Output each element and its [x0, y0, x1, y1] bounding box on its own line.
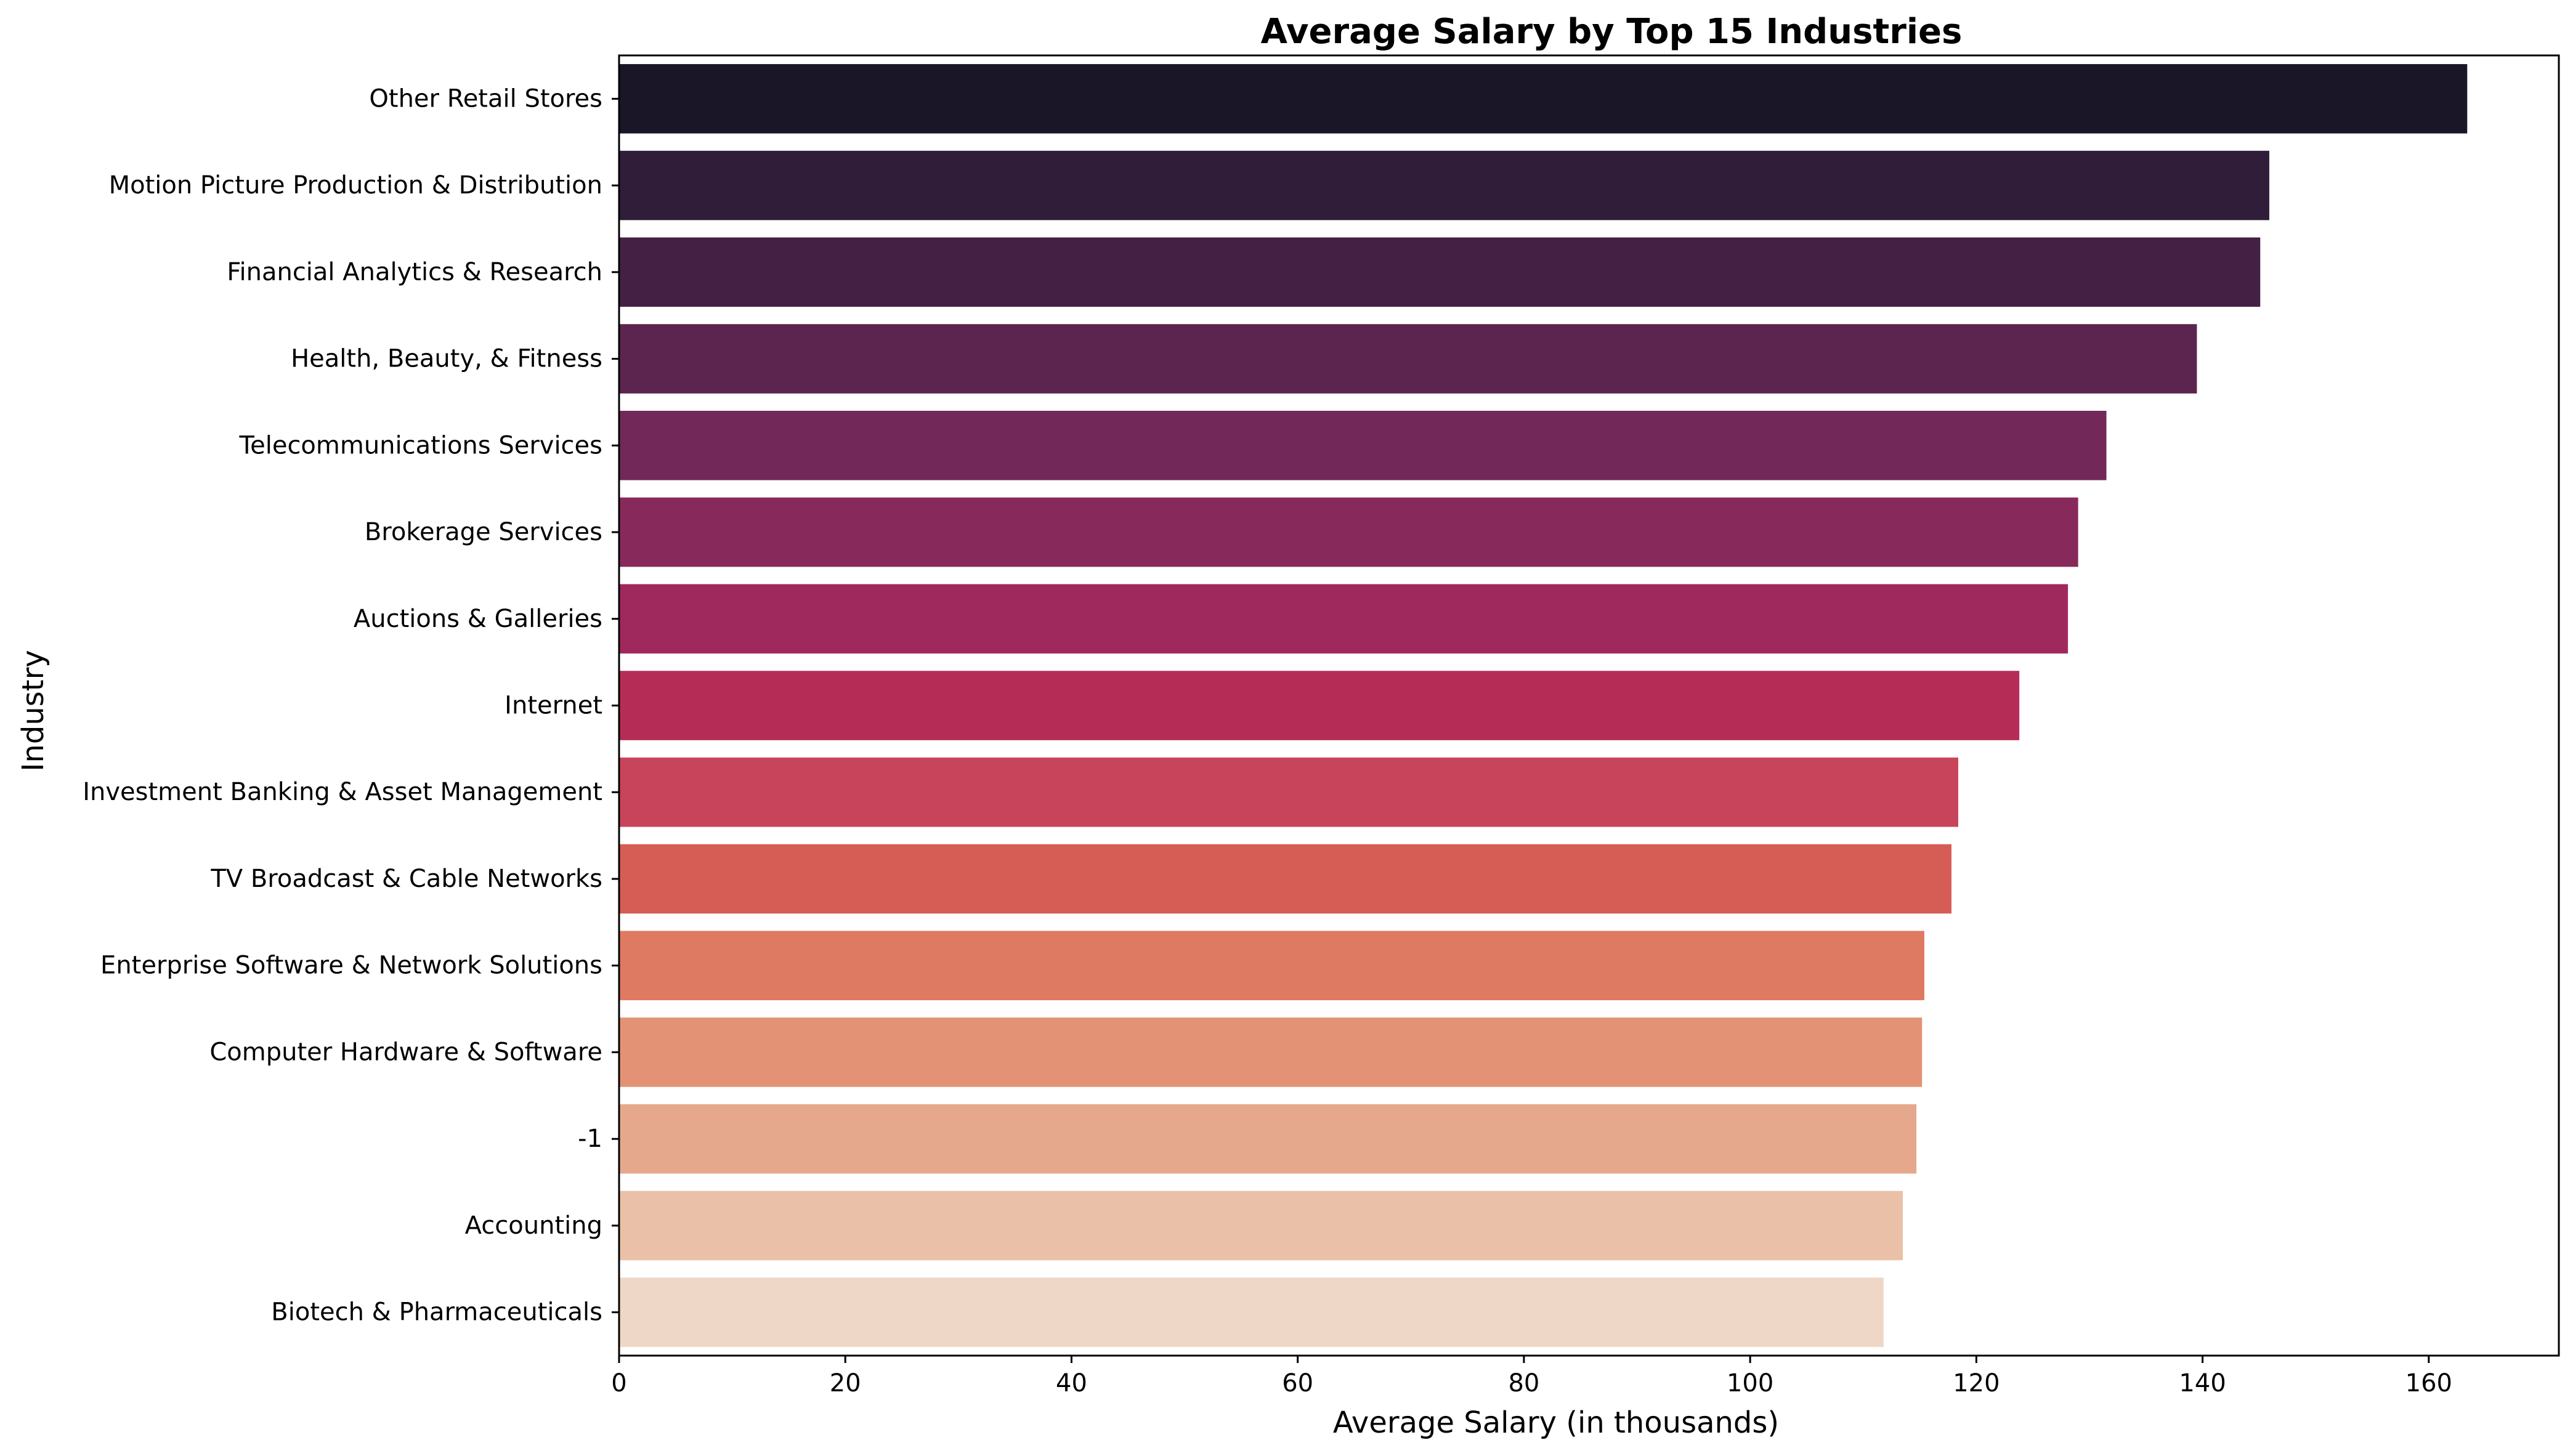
x-tick-label: 60: [1282, 1369, 1313, 1397]
bar: [619, 497, 2078, 567]
y-tick-label: Health, Beauty, & Fitness: [291, 345, 602, 373]
y-tick-label: Internet: [504, 692, 602, 720]
bar: [619, 64, 2468, 134]
y-tick-label: Enterprise Software & Network Solutions: [100, 952, 602, 980]
x-tick-label: 140: [2179, 1369, 2226, 1397]
y-tick-label: -1: [578, 1125, 602, 1153]
plot-frame: [618, 54, 2560, 1357]
y-tick-label: Financial Analytics & Research: [227, 258, 602, 286]
x-tick-label: 80: [1508, 1369, 1539, 1397]
y-tick-label: Biotech & Pharmaceuticals: [271, 1298, 602, 1327]
bar: [619, 671, 2020, 740]
bar: [619, 1191, 1903, 1261]
y-tick-label: Computer Hardware & Software: [209, 1038, 602, 1066]
x-tick-label: 100: [1727, 1369, 1773, 1397]
x-tick-labels: 0 20 40 60 80 100 120 140 160: [611, 1356, 2452, 1397]
bar: [619, 584, 2069, 654]
x-tick-label: 120: [1953, 1369, 2000, 1397]
chart-title: Average Salary by Top 15 Industries: [1261, 12, 1963, 52]
y-tick-label: Auctions & Galleries: [354, 605, 602, 633]
bar: [619, 324, 2197, 394]
y-axis-label: Industry: [16, 650, 51, 771]
y-tick-label: Investment Banking & Asset Management: [83, 778, 602, 806]
y-tick-label: Telecommunications Services: [238, 431, 602, 459]
x-axis-label: Average Salary (in thousands): [1333, 1405, 1779, 1440]
x-tick-label: 0: [611, 1369, 626, 1397]
x-tick-label: 20: [830, 1369, 861, 1397]
y-tick-label: Motion Picture Production & Distribution: [109, 171, 602, 200]
y-tick-label: TV Broadcast & Cable Networks: [210, 865, 602, 893]
bar: [619, 237, 2261, 307]
bar: [619, 1277, 1884, 1347]
bar: [619, 1104, 1917, 1174]
y-tick-label: Accounting: [465, 1211, 602, 1240]
bar: [619, 150, 2269, 220]
x-tick-label: 40: [1056, 1369, 1087, 1397]
y-tick-labels: Other Retail Stores Motion Picture Produc…: [83, 84, 619, 1327]
bar: [619, 931, 1924, 1000]
bar: [619, 1017, 1923, 1087]
x-tick-label: 160: [2405, 1369, 2452, 1397]
bars-layer: [619, 64, 2468, 1347]
bar: [619, 844, 1951, 914]
y-tick-label: Brokerage Services: [365, 518, 602, 546]
bar: [619, 757, 1959, 827]
y-tick-label: Other Retail Stores: [369, 84, 602, 113]
bar: [619, 411, 2107, 480]
